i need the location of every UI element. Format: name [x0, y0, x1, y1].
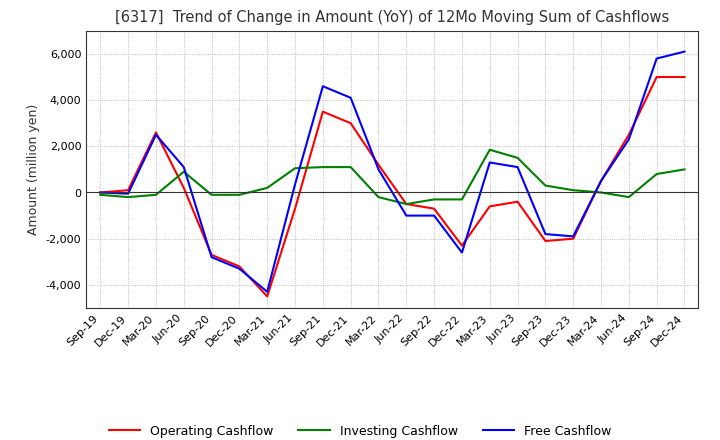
Operating Cashflow: [513, 199, 522, 204]
Free Cashflow: [124, 191, 132, 196]
Line: Free Cashflow: Free Cashflow: [100, 51, 685, 292]
Investing Cashflow: [624, 194, 633, 200]
Investing Cashflow: [263, 185, 271, 191]
Investing Cashflow: [458, 197, 467, 202]
Operating Cashflow: [485, 204, 494, 209]
Operating Cashflow: [346, 121, 355, 126]
Free Cashflow: [624, 137, 633, 142]
Investing Cashflow: [207, 192, 216, 198]
Operating Cashflow: [652, 74, 661, 80]
Free Cashflow: [346, 95, 355, 100]
Free Cashflow: [318, 84, 327, 89]
Title: [6317]  Trend of Change in Amount (YoY) of 12Mo Moving Sum of Cashflows: [6317] Trend of Change in Amount (YoY) o…: [115, 11, 670, 26]
Operating Cashflow: [597, 178, 606, 183]
Free Cashflow: [152, 132, 161, 137]
Investing Cashflow: [541, 183, 550, 188]
Investing Cashflow: [152, 192, 161, 198]
Free Cashflow: [458, 250, 467, 255]
Investing Cashflow: [235, 192, 243, 198]
Investing Cashflow: [513, 155, 522, 161]
Free Cashflow: [597, 178, 606, 183]
Operating Cashflow: [179, 185, 188, 191]
Line: Operating Cashflow: Operating Cashflow: [100, 77, 685, 297]
Free Cashflow: [541, 231, 550, 237]
Investing Cashflow: [485, 147, 494, 152]
Investing Cashflow: [652, 171, 661, 176]
Free Cashflow: [374, 167, 383, 172]
Investing Cashflow: [346, 165, 355, 170]
Operating Cashflow: [430, 206, 438, 211]
Operating Cashflow: [235, 264, 243, 269]
Investing Cashflow: [430, 197, 438, 202]
Investing Cashflow: [124, 194, 132, 200]
Investing Cashflow: [318, 165, 327, 170]
Operating Cashflow: [207, 252, 216, 257]
Operating Cashflow: [680, 74, 689, 80]
Free Cashflow: [179, 165, 188, 170]
Free Cashflow: [430, 213, 438, 218]
Investing Cashflow: [96, 192, 104, 198]
Operating Cashflow: [291, 206, 300, 211]
Operating Cashflow: [124, 187, 132, 193]
Operating Cashflow: [569, 236, 577, 241]
Investing Cashflow: [569, 187, 577, 193]
Free Cashflow: [291, 182, 300, 187]
Investing Cashflow: [374, 194, 383, 200]
Investing Cashflow: [597, 190, 606, 195]
Legend: Operating Cashflow, Investing Cashflow, Free Cashflow: Operating Cashflow, Investing Cashflow, …: [104, 420, 616, 440]
Free Cashflow: [569, 234, 577, 239]
Operating Cashflow: [624, 132, 633, 137]
Free Cashflow: [680, 49, 689, 54]
Operating Cashflow: [263, 294, 271, 299]
Investing Cashflow: [291, 165, 300, 171]
Operating Cashflow: [402, 202, 410, 207]
Free Cashflow: [263, 289, 271, 294]
Investing Cashflow: [680, 167, 689, 172]
Operating Cashflow: [318, 109, 327, 114]
Operating Cashflow: [96, 190, 104, 195]
Y-axis label: Amount (million yen): Amount (million yen): [27, 104, 40, 235]
Investing Cashflow: [402, 202, 410, 207]
Operating Cashflow: [541, 238, 550, 244]
Free Cashflow: [207, 254, 216, 260]
Free Cashflow: [402, 213, 410, 218]
Free Cashflow: [513, 165, 522, 170]
Line: Investing Cashflow: Investing Cashflow: [100, 150, 685, 204]
Free Cashflow: [652, 56, 661, 61]
Investing Cashflow: [179, 169, 188, 174]
Free Cashflow: [96, 190, 104, 195]
Operating Cashflow: [458, 243, 467, 248]
Operating Cashflow: [152, 130, 161, 135]
Free Cashflow: [485, 160, 494, 165]
Free Cashflow: [235, 266, 243, 271]
Operating Cashflow: [374, 162, 383, 167]
